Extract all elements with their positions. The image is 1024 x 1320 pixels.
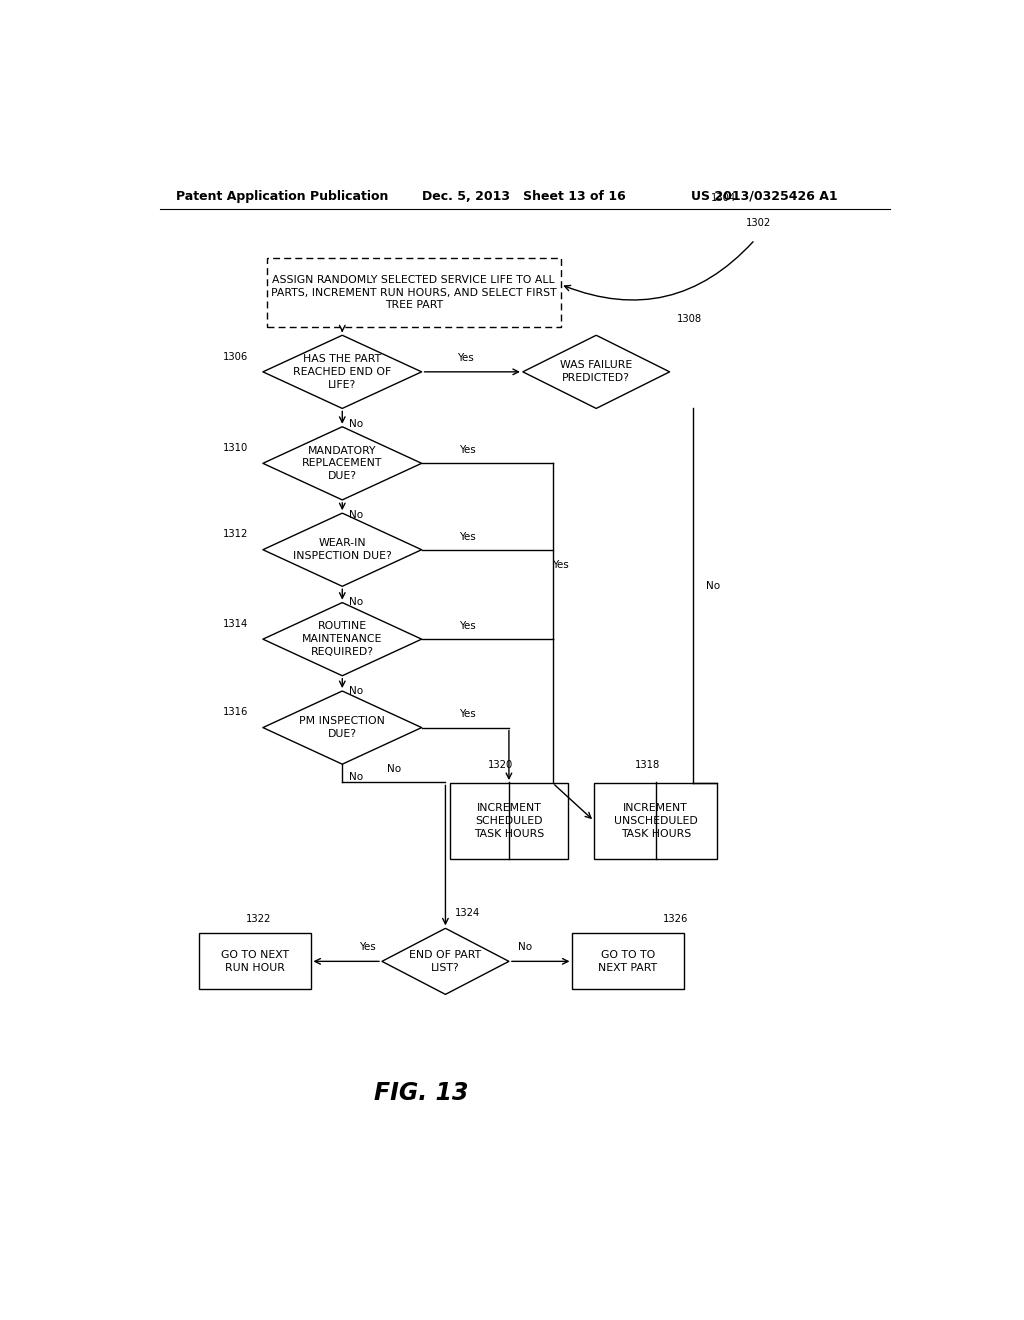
Text: 1322: 1322 [246,913,271,924]
Text: 1316: 1316 [222,708,248,717]
Text: Yes: Yes [552,560,569,570]
Bar [451,783,567,859]
Text: INCREMENT
SCHEDULED
TASK HOURS: INCREMENT SCHEDULED TASK HOURS [474,804,544,840]
Bar [572,933,684,989]
Text: Dec. 5, 2013   Sheet 13 of 16: Dec. 5, 2013 Sheet 13 of 16 [422,190,626,202]
Text: GO TO TO
NEXT PART: GO TO TO NEXT PART [598,950,657,973]
Text: No: No [387,764,401,775]
Text: Yes: Yes [460,709,476,719]
Text: WAS FAILURE
PREDICTED?: WAS FAILURE PREDICTED? [560,360,633,383]
Text: 1306: 1306 [222,351,248,362]
Text: 1314: 1314 [222,619,248,628]
Text: No: No [349,597,364,607]
Text: No: No [518,942,531,952]
Text: Patent Application Publication: Patent Application Publication [176,190,388,202]
Text: HAS THE PART
REACHED END OF
LIFE?: HAS THE PART REACHED END OF LIFE? [293,354,391,389]
Text: 1318: 1318 [635,760,660,770]
Text: No: No [349,510,364,520]
Text: No: No [707,581,720,590]
Text: ROUTINE
MAINTENANCE
REQUIRED?: ROUTINE MAINTENANCE REQUIRED? [302,622,382,657]
Text: Yes: Yes [460,532,476,541]
Text: No: No [349,686,364,696]
Text: 1310: 1310 [222,444,248,453]
Text: FIG. 13: FIG. 13 [375,1081,469,1105]
Text: END OF PART
LIST?: END OF PART LIST? [410,950,481,973]
Text: Yes: Yes [460,620,476,631]
Text: 1302: 1302 [746,218,771,228]
Text: MANDATORY
REPLACEMENT
DUE?: MANDATORY REPLACEMENT DUE? [302,446,382,480]
Text: Yes: Yes [460,445,476,455]
Bar [267,257,560,327]
Text: 1304: 1304 [711,193,736,203]
Text: 1312: 1312 [222,529,248,540]
Text: 1308: 1308 [677,314,702,323]
Text: 1324: 1324 [455,908,480,917]
Text: Yes: Yes [359,942,376,952]
Text: US 2013/0325426 A1: US 2013/0325426 A1 [691,190,838,202]
Bar [200,933,310,989]
Text: No: No [349,418,364,429]
Text: 1320: 1320 [488,760,514,770]
Text: INCREMENT
UNSCHEDULED
TASK HOURS: INCREMENT UNSCHEDULED TASK HOURS [613,804,697,840]
Text: Yes: Yes [457,352,474,363]
Bar [594,783,717,859]
Text: No: No [349,772,364,783]
Text: ASSIGN RANDOMLY SELECTED SERVICE LIFE TO ALL
PARTS, INCREMENT RUN HOURS, AND SEL: ASSIGN RANDOMLY SELECTED SERVICE LIFE TO… [271,275,556,310]
Text: 1326: 1326 [663,913,688,924]
Text: GO TO NEXT
RUN HOUR: GO TO NEXT RUN HOUR [221,950,289,973]
Text: PM INSPECTION
DUE?: PM INSPECTION DUE? [299,717,385,739]
Text: WEAR-IN
INSPECTION DUE?: WEAR-IN INSPECTION DUE? [293,539,391,561]
